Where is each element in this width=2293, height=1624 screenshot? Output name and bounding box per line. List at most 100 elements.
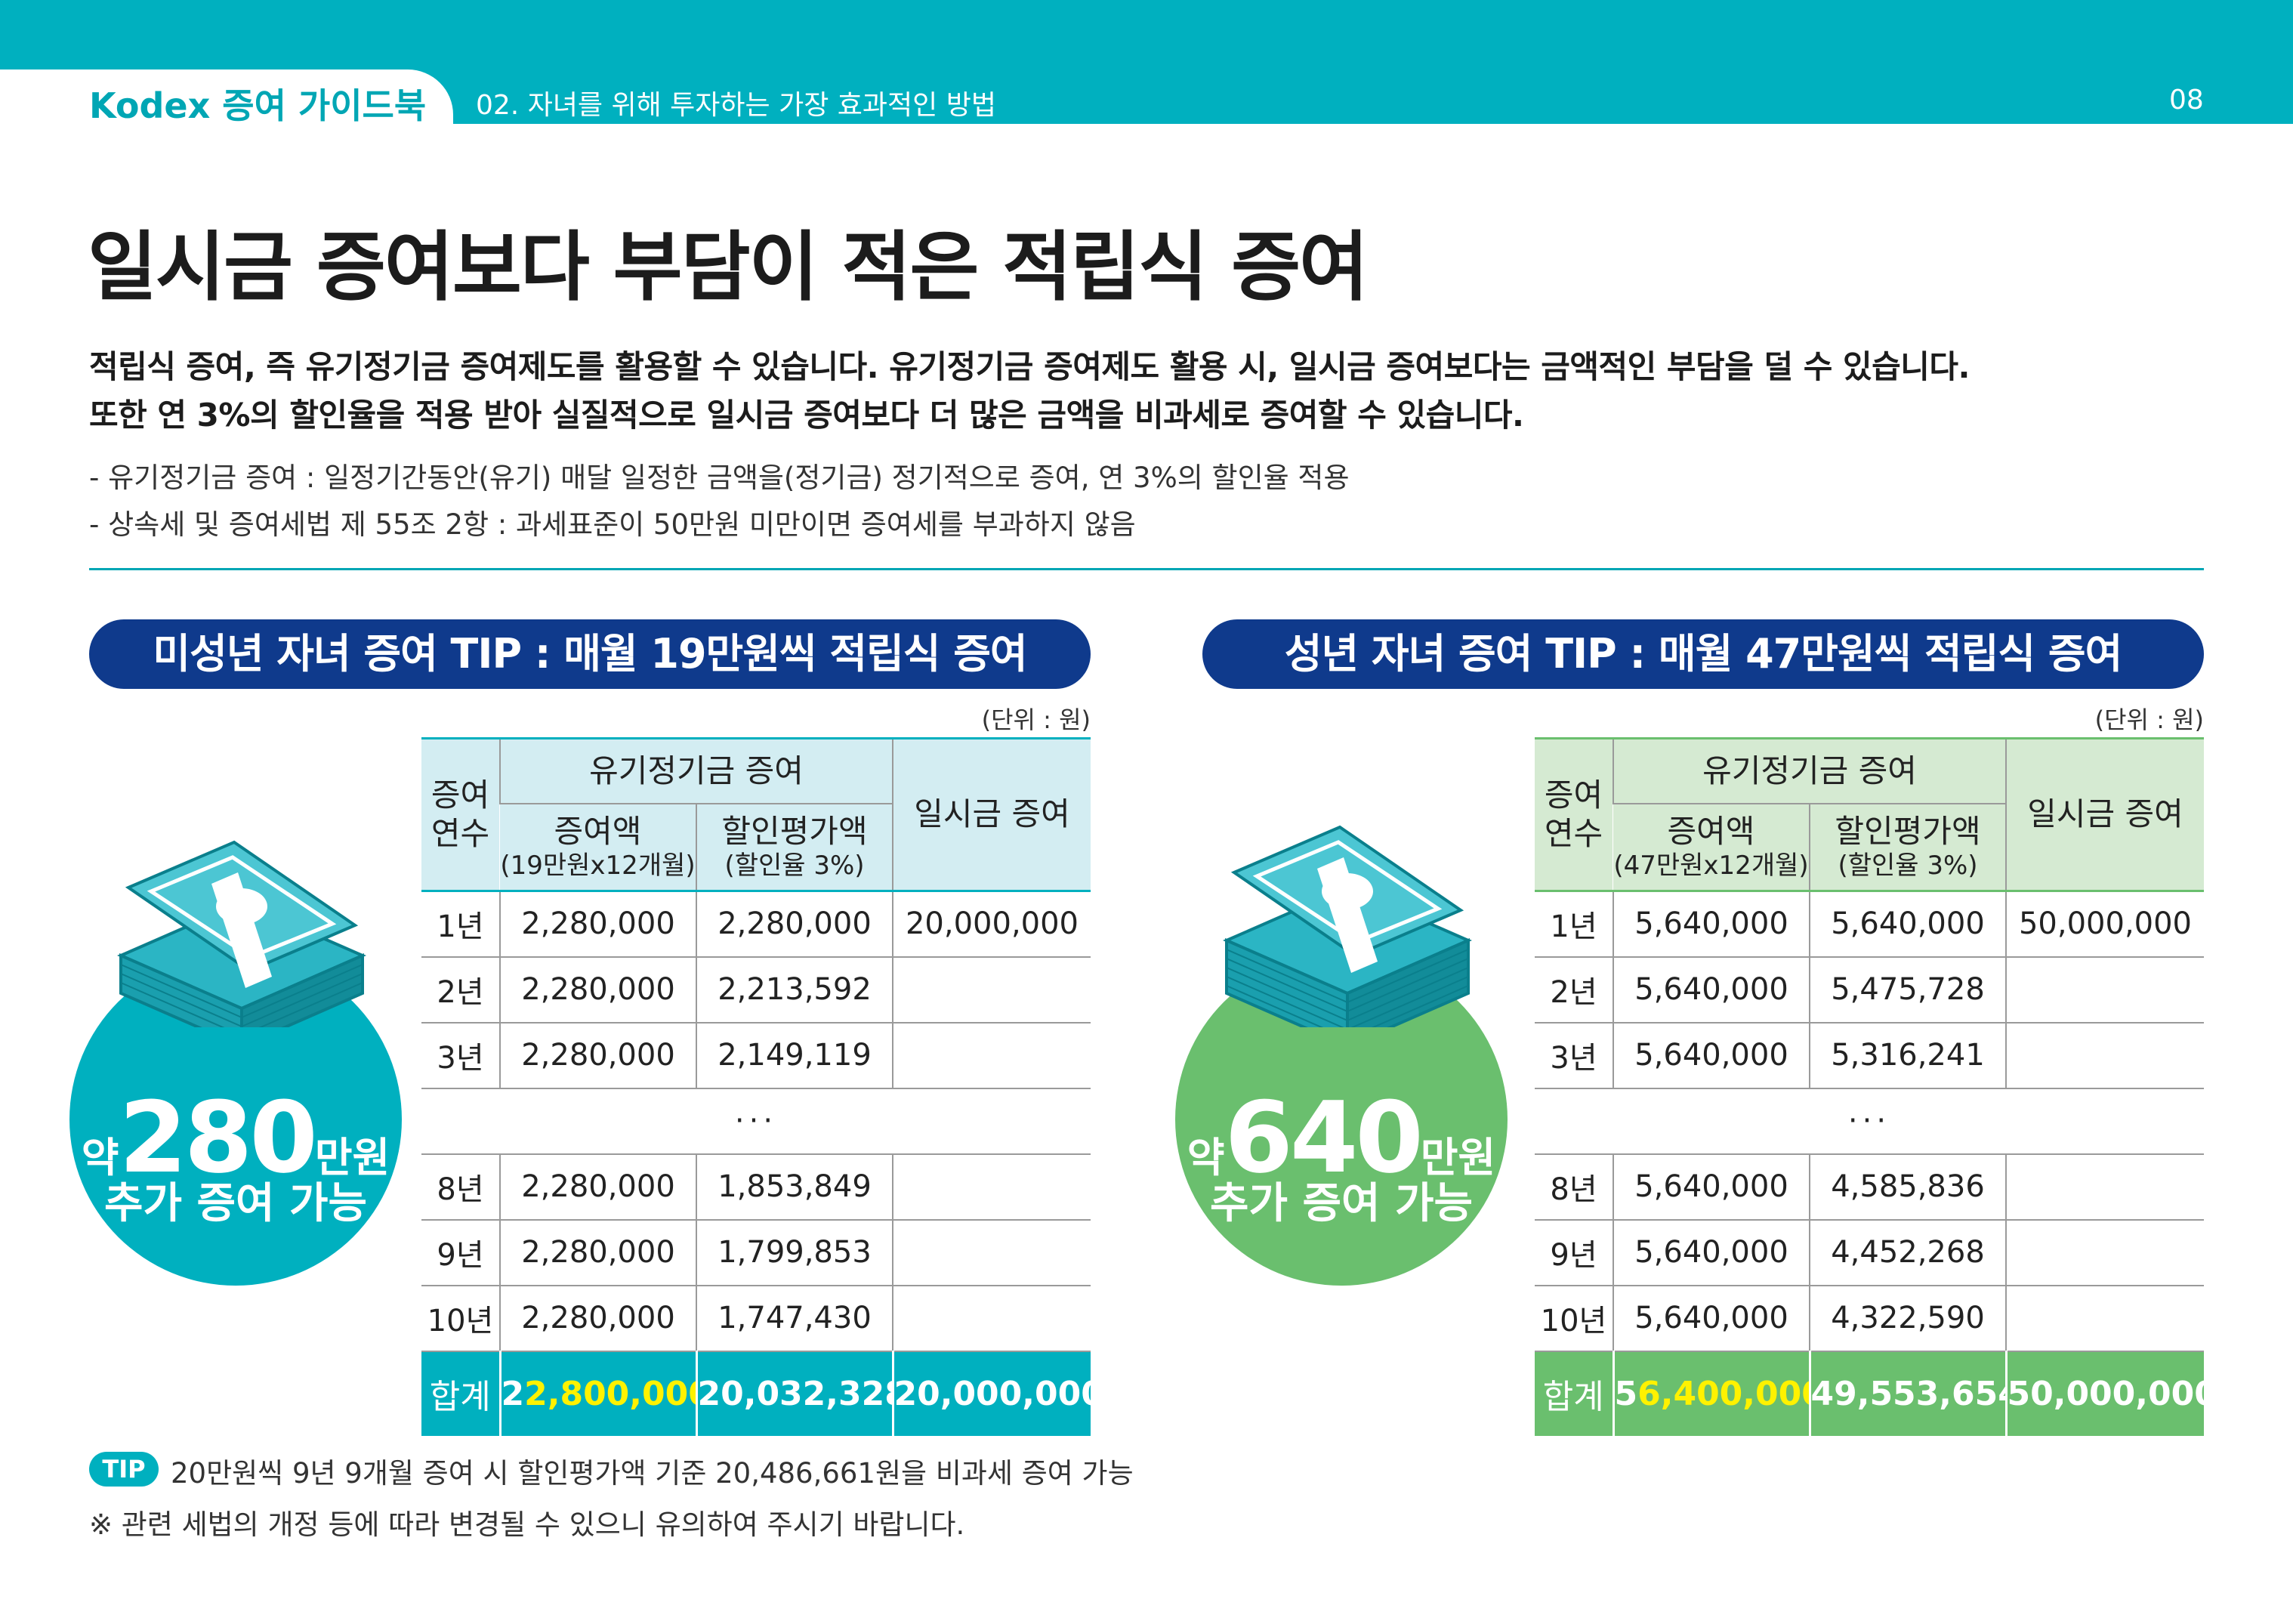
minor-header-discount-label: 할인평가액 bbox=[721, 812, 868, 850]
row-year: 10년 bbox=[1535, 1285, 1613, 1352]
total-amount-lead: 2 bbox=[501, 1374, 525, 1413]
row-amount: 2,280,000 bbox=[499, 956, 696, 1023]
minor-header-lump: 일시금 증여 bbox=[892, 737, 1091, 892]
total-lump: 20,000,000 bbox=[891, 1351, 1091, 1436]
row-amount: 5,640,000 bbox=[1613, 956, 1810, 1023]
table-row: 3년 2,280,000 2,149,119 bbox=[421, 1022, 1091, 1089]
row-lump bbox=[2005, 1022, 2204, 1089]
table-row: 1년 2,280,000 2,280,000 20,000,000 bbox=[421, 891, 1091, 958]
row-amount: 2,280,000 bbox=[499, 891, 696, 958]
minor-badge-text: 약280만원 bbox=[69, 1080, 402, 1195]
row-amount: 2,280,000 bbox=[499, 1285, 696, 1352]
intro-line-1: 적립식 증여, 즉 유기정기금 증여제도를 활용할 수 있습니다. 유기정기금 … bbox=[89, 348, 1970, 385]
row-amount: 5,640,000 bbox=[1613, 1219, 1810, 1286]
row-year: 1년 bbox=[1535, 891, 1613, 958]
tip-text: 20만원씩 9년 9개월 증여 시 할인평가액 기준 20,486,661원을 … bbox=[171, 1457, 1134, 1490]
table-row: 10년 2,280,000 1,747,430 bbox=[421, 1285, 1091, 1352]
total-label: 합계 bbox=[1542, 1378, 1604, 1416]
row-year: 2년 bbox=[421, 956, 500, 1023]
total-amount-lead: 5 bbox=[1614, 1374, 1638, 1413]
total-discount: 20,032,328 bbox=[695, 1351, 893, 1436]
row-discount: 5,640,000 bbox=[1809, 891, 2006, 958]
row-ellipsis: ··· bbox=[421, 1088, 1091, 1155]
total-amount: 56,400,000 bbox=[1612, 1351, 1810, 1436]
adult-header-group: 유기정기금 증여 bbox=[1613, 737, 2006, 804]
adult-badge-sub: 추가 증여 가능 bbox=[1209, 1179, 1474, 1228]
adult-header-discount: 할인평가액 (할인율 3%) bbox=[1809, 803, 2006, 892]
row-discount: 2,213,592 bbox=[696, 956, 893, 1023]
section-divider bbox=[89, 568, 2204, 570]
adult-header-amount-label: 증여액 bbox=[1667, 812, 1755, 850]
adult-badge-prefix: 약 bbox=[1187, 1134, 1225, 1181]
adult-header-discount-sub: (할인율 3%) bbox=[1838, 851, 1978, 881]
adult-gift-table: 증여 연수 유기정기금 증여 일시금 증여 증여액 (47만원x12개월) 할인평… bbox=[1535, 737, 2204, 1436]
row-discount: 4,452,268 bbox=[1809, 1219, 2006, 1286]
table-row: 3년 5,640,000 5,316,241 bbox=[1535, 1022, 2204, 1089]
row-amount: 5,640,000 bbox=[1613, 891, 1810, 958]
table-ellipsis-row: ··· bbox=[421, 1088, 1091, 1155]
row-lump bbox=[2005, 956, 2204, 1023]
row-discount: 4,585,836 bbox=[1809, 1153, 2006, 1221]
row-amount: 2,280,000 bbox=[499, 1219, 696, 1286]
row-year: 9년 bbox=[1535, 1219, 1613, 1286]
row-year: 10년 bbox=[421, 1285, 500, 1352]
table-row: 8년 5,640,000 4,585,836 bbox=[1535, 1153, 2204, 1221]
table-row: 9년 2,280,000 1,799,853 bbox=[421, 1219, 1091, 1286]
table-total-row: 합계 22,800,000 20,032,328 20,000,000 bbox=[421, 1351, 1091, 1436]
total-amount: 22,800,000 bbox=[498, 1351, 696, 1436]
adult-header-amount: 증여액 (47만원x12개월) bbox=[1613, 803, 1810, 892]
row-lump bbox=[892, 1219, 1091, 1286]
row-discount: 1,853,849 bbox=[696, 1153, 893, 1221]
page-title: 일시금 증여보다 부담이 적은 적립식 증여 bbox=[88, 223, 1369, 311]
total-discount: 49,553,654 bbox=[1808, 1351, 2006, 1436]
row-lump bbox=[892, 1022, 1091, 1089]
row-year: 1년 bbox=[421, 891, 500, 958]
note-line-1: - 유기정기금 증여 : 일정기간동안(유기) 매달 일정한 금액을(정기금) … bbox=[89, 462, 1350, 494]
minor-tip-pill: 미성년 자녀 증여 TIP : 매월 19만원씩 적립식 증여 bbox=[89, 619, 1091, 689]
minor-badge-number: 280 bbox=[119, 1080, 317, 1195]
row-year: 8년 bbox=[1535, 1153, 1613, 1221]
row-lump bbox=[2005, 1285, 2204, 1352]
row-discount: 2,149,119 bbox=[696, 1022, 893, 1089]
table-row: 8년 2,280,000 1,853,849 bbox=[421, 1153, 1091, 1221]
minor-gift-table: 증여 연수 유기정기금 증여 일시금 증여 증여액 (19만원x12개월) 할인평… bbox=[421, 737, 1091, 1436]
intro-line-2: 또한 연 3%의 할인율을 적용 받아 실질적으로 일시금 증여보다 더 많은 … bbox=[89, 397, 1524, 434]
row-year: 3년 bbox=[421, 1022, 500, 1089]
adult-header-lump: 일시금 증여 bbox=[2005, 737, 2204, 892]
row-discount: 5,316,241 bbox=[1809, 1022, 2006, 1089]
row-amount: 5,640,000 bbox=[1613, 1022, 1810, 1089]
table-row: 2년 2,280,000 2,213,592 bbox=[421, 956, 1091, 1023]
minor-header-group: 유기정기금 증여 bbox=[499, 737, 893, 804]
row-discount: 2,280,000 bbox=[696, 891, 893, 958]
row-lump bbox=[2005, 1219, 2204, 1286]
row-amount: 2,280,000 bbox=[499, 1153, 696, 1221]
minor-header-years: 증여 연수 bbox=[421, 737, 500, 892]
adult-cash-stack-icon bbox=[1223, 825, 1472, 1027]
minor-badge-prefix: 약 bbox=[81, 1134, 119, 1181]
row-amount: 5,640,000 bbox=[1613, 1285, 1810, 1352]
row-ellipsis: ··· bbox=[1535, 1088, 2204, 1155]
row-discount: 1,799,853 bbox=[696, 1219, 893, 1286]
minor-header-amount: 증여액 (19만원x12개월) bbox=[500, 803, 696, 892]
row-amount: 5,640,000 bbox=[1613, 1153, 1810, 1221]
minor-badge-sub: 추가 증여 가능 bbox=[103, 1179, 368, 1228]
row-discount: 1,747,430 bbox=[696, 1285, 893, 1352]
minor-unit-label: (단위 : 원) bbox=[981, 705, 1091, 734]
adult-unit-label: (단위 : 원) bbox=[2094, 705, 2204, 734]
tip-badge: TIP bbox=[89, 1452, 159, 1487]
row-discount: 4,322,590 bbox=[1809, 1285, 2006, 1352]
total-lump: 50,000,000 bbox=[2004, 1351, 2204, 1436]
header-brand-tab bbox=[0, 69, 453, 137]
adult-header-discount-label: 할인평가액 bbox=[1835, 812, 1981, 850]
page-number: 08 bbox=[2169, 85, 2204, 116]
minor-header-amount-label: 증여액 bbox=[554, 812, 642, 850]
row-lump: 50,000,000 bbox=[2005, 891, 2204, 958]
adult-header-amount-sub: (47만원x12개월) bbox=[1613, 851, 1809, 881]
row-discount: 5,475,728 bbox=[1809, 956, 2006, 1023]
adult-badge-number: 640 bbox=[1224, 1080, 1423, 1195]
row-amount: 2,280,000 bbox=[499, 1022, 696, 1089]
minor-header-discount: 할인평가액 (할인율 3%) bbox=[696, 803, 893, 892]
total-amount-highlight: 6,400,000 bbox=[1637, 1374, 1810, 1413]
table-total-row: 합계 56,400,000 49,553,654 50,000,000 bbox=[1535, 1351, 2204, 1436]
row-lump bbox=[2005, 1153, 2204, 1221]
